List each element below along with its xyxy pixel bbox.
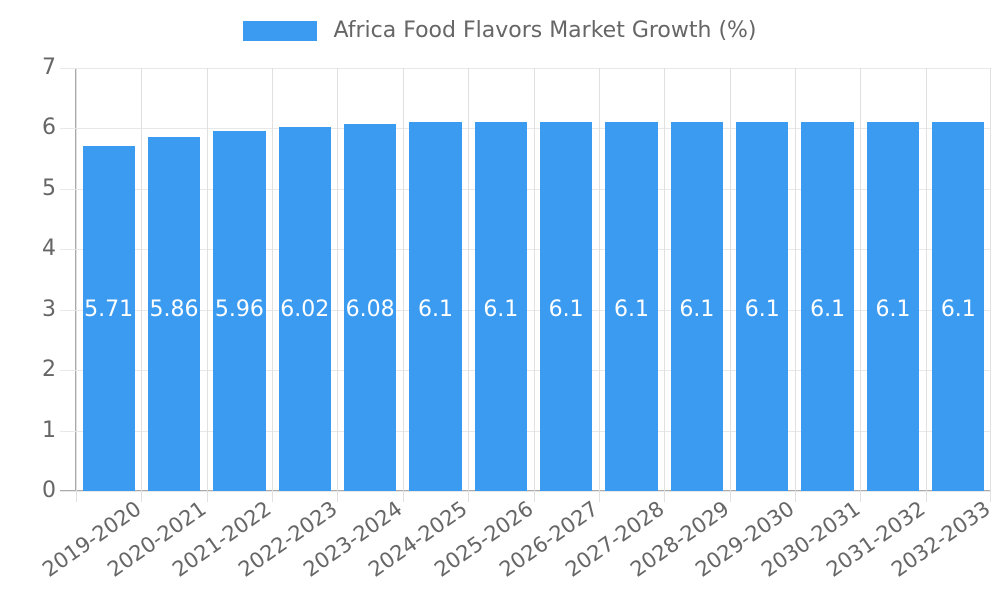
y-axis-tick-mark <box>60 128 76 130</box>
bar-value-label: 6.1 <box>614 296 650 322</box>
y-axis-tick-label: 4 <box>42 236 56 262</box>
y-axis-tick-label: 3 <box>42 296 56 322</box>
bar[interactable]: 6.1 <box>474 122 527 491</box>
plot-area: 5.71 5.86 5.96 6.02 6.08 6.1 6.1 6.1 6.1 6.1 6.1 6.… <box>76 68 991 502</box>
y-axis-tick-mark <box>60 68 76 69</box>
y-axis-tick-label: 2 <box>42 357 56 383</box>
vertical-gridline <box>795 68 796 502</box>
vertical-gridline <box>272 68 273 502</box>
bar[interactable]: 6.1 <box>409 122 462 491</box>
y-axis-tick-label: 7 <box>42 55 56 80</box>
horizontal-gridline <box>76 249 991 251</box>
horizontal-gridline <box>76 309 991 311</box>
bar[interactable]: 6.02 <box>278 127 331 491</box>
vertical-gridline <box>990 68 991 502</box>
y-axis-tick-mark <box>60 430 76 432</box>
bar[interactable]: 6.08 <box>343 123 397 491</box>
vertical-gridline <box>468 68 469 502</box>
bar[interactable]: 6.1 <box>801 122 854 491</box>
bar-value-label: 6.1 <box>875 296 911 322</box>
y-axis-tick-label: 0 <box>42 478 56 503</box>
vertical-gridline <box>403 68 404 502</box>
bar-value-label: 6.1 <box>483 296 519 322</box>
vertical-gridline <box>860 68 861 502</box>
y-axis-tick-labels: 0 1 2 3 4 5 6 7 <box>0 0 56 600</box>
vertical-gridline <box>730 68 731 502</box>
bar[interactable]: 6.1 <box>670 122 724 491</box>
vertical-gridline <box>926 68 927 502</box>
legend-label: Africa Food Flavors Market Growth (%) <box>333 18 757 43</box>
y-axis-tick-label: 1 <box>42 417 56 443</box>
chart-legend: Africa Food Flavors Market Growth (%) <box>0 14 1000 48</box>
y-axis-tick-mark <box>60 491 76 492</box>
vertical-gridline <box>337 68 338 502</box>
legend-color-swatch <box>243 21 318 41</box>
bar[interactable]: 6.1 <box>540 122 593 491</box>
bar-value-label: 6.1 <box>810 296 846 322</box>
y-axis-tick-mark <box>60 370 76 372</box>
bar-value-label: 6.1 <box>417 296 453 322</box>
horizontal-gridline <box>76 370 991 372</box>
vertical-gridline <box>664 68 665 502</box>
bar-value-label: 5.71 <box>84 296 134 322</box>
bar[interactable]: 6.1 <box>736 122 789 491</box>
bar-value-label: 5.96 <box>214 296 264 322</box>
bar-value-label: 6.08 <box>345 296 395 322</box>
y-axis-tick-mark <box>60 249 76 251</box>
bar[interactable]: 6.1 <box>866 122 920 491</box>
horizontal-gridline <box>76 188 991 190</box>
vertical-gridline <box>534 68 535 502</box>
horizontal-gridline <box>76 491 991 492</box>
bar-value-label: 6.1 <box>940 296 976 322</box>
vertical-gridline <box>76 68 77 502</box>
bar[interactable]: 6.1 <box>932 122 985 491</box>
vertical-gridline <box>207 68 208 502</box>
bar-value-label: 6.1 <box>744 296 780 322</box>
bar[interactable]: 5.96 <box>213 130 266 491</box>
bar-value-label: 5.86 <box>149 296 199 322</box>
bar[interactable]: 5.86 <box>147 136 201 491</box>
y-axis-tick-mark <box>60 188 76 190</box>
y-axis-tick-label: 6 <box>42 115 56 141</box>
vertical-gridline <box>141 68 142 502</box>
bar[interactable]: 6.1 <box>605 122 658 491</box>
bar-value-label: 6.1 <box>548 296 584 322</box>
bar-value-label: 6.1 <box>679 296 715 322</box>
y-axis-tick-label: 5 <box>42 175 56 201</box>
bar-value-label: 6.02 <box>280 296 330 322</box>
horizontal-gridline <box>76 430 991 432</box>
bar[interactable]: 5.71 <box>82 145 135 491</box>
vertical-gridline <box>599 68 600 502</box>
horizontal-gridline <box>76 128 991 130</box>
y-axis-tick-mark <box>60 309 76 311</box>
horizontal-gridline <box>76 68 991 69</box>
